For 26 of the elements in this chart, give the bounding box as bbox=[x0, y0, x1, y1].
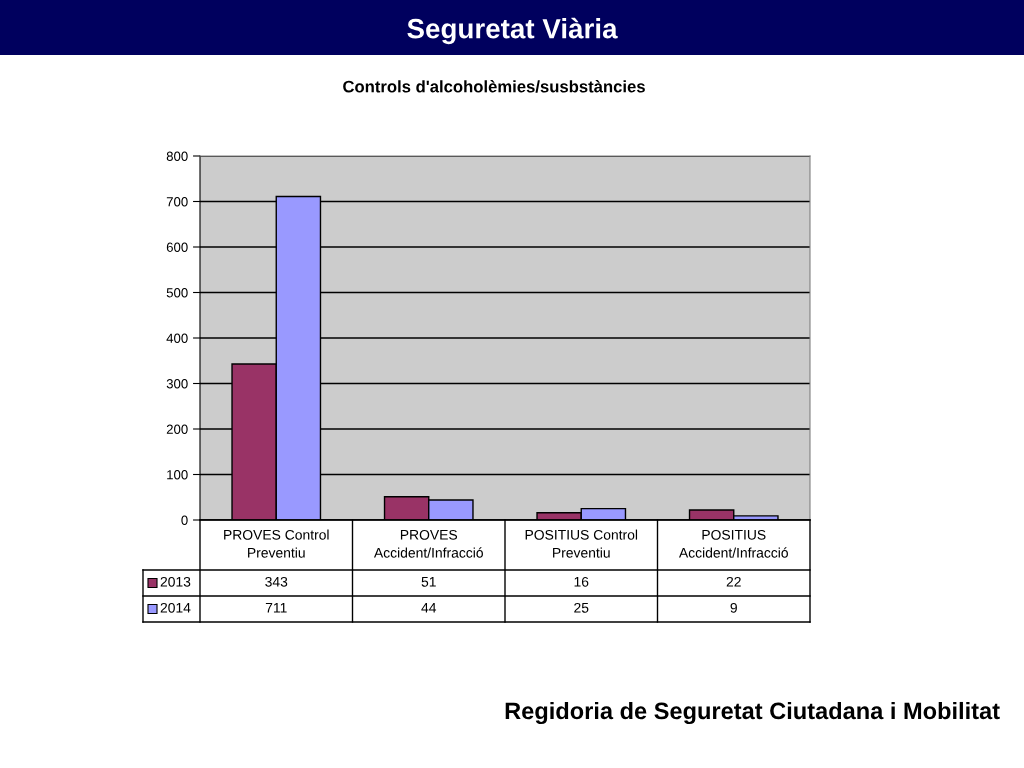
chart-subtitle: Controls d'alcoholèmies/susbstàncies bbox=[343, 80, 645, 93]
legend-label: 2014 bbox=[160, 602, 191, 613]
x-tick-label: POSITIUS Control Preventiu bbox=[525, 529, 638, 558]
data-label: 711 bbox=[265, 603, 287, 613]
x-tick-label: PROVES Control Preventiu bbox=[224, 529, 329, 558]
text: Regidoria de Seguretat Ciutadana i Mobilitat bbox=[505, 701, 1000, 725]
y-tick-label: 0 bbox=[181, 515, 188, 525]
data-label: 44 bbox=[421, 603, 437, 613]
data-label: 343 bbox=[265, 576, 288, 587]
y-tick-label: 500 bbox=[166, 288, 188, 298]
x-tick-label: PROVES Accident/Infracció bbox=[373, 529, 483, 558]
chart-title: Seguretat Viària bbox=[407, 17, 618, 45]
data-label: 51 bbox=[421, 577, 436, 587]
legend-label: 2013 bbox=[160, 576, 191, 587]
y-tick-label: 600 bbox=[166, 242, 188, 252]
y-tick-label: 800 bbox=[166, 151, 188, 161]
y-tick-label: 300 bbox=[166, 379, 188, 389]
data-label: 9 bbox=[730, 602, 737, 613]
y-tick-label: 100 bbox=[167, 470, 188, 480]
y-tick-label: 200 bbox=[166, 424, 188, 434]
x-tick-label: POSITIUS Accident/Infracció bbox=[678, 529, 788, 558]
y-tick-label: 700 bbox=[166, 197, 188, 207]
y-tick-label: 400 bbox=[166, 333, 188, 343]
data-label: 25 bbox=[574, 602, 589, 613]
data-label: 16 bbox=[574, 576, 589, 587]
data-label: 22 bbox=[726, 576, 741, 587]
